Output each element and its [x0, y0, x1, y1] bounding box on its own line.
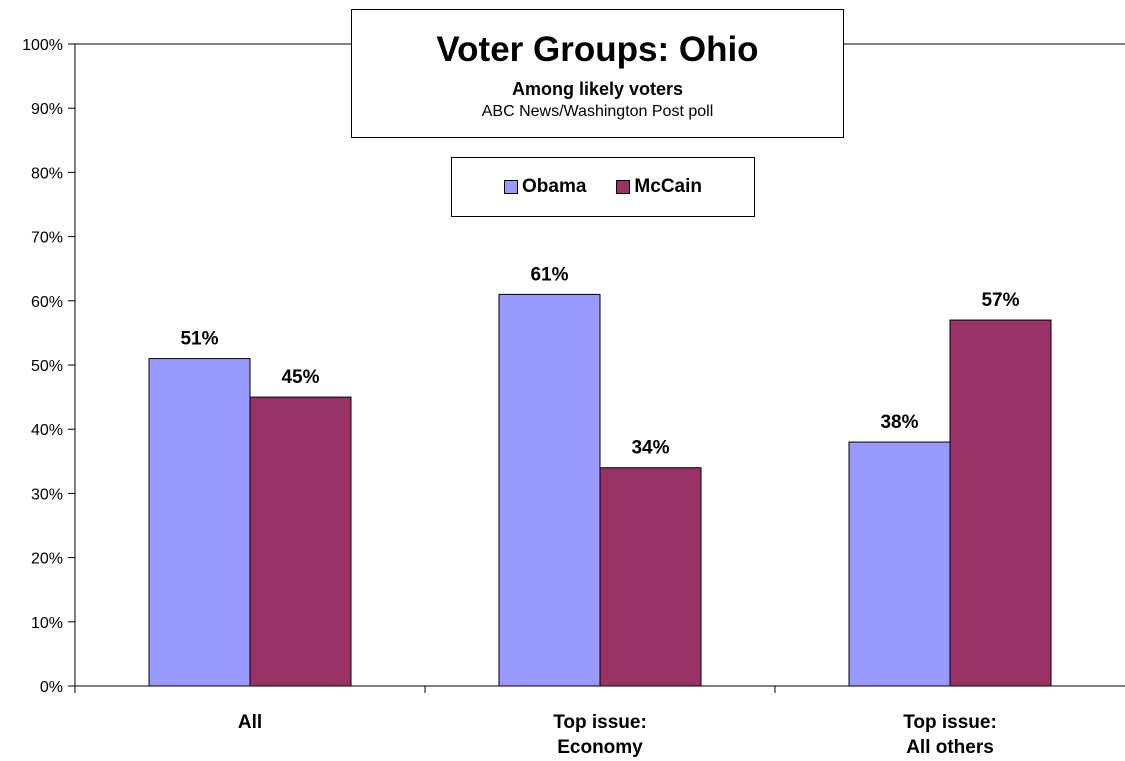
y-tick-label: 40%: [31, 422, 63, 439]
legend-swatch-mccain: [616, 180, 631, 194]
legend-item-obama: Obama: [504, 176, 586, 198]
data-label: 51%: [180, 329, 218, 350]
y-tick-label: 60%: [31, 294, 63, 311]
data-label: 45%: [281, 367, 319, 388]
y-tick-label: 20%: [31, 551, 63, 568]
chart-source: ABC News/Washington Post poll: [481, 103, 714, 120]
legend-item-mccain: McCain: [616, 176, 702, 198]
y-tick-label: 0%: [40, 679, 63, 696]
bar-mccain: [949, 319, 1052, 687]
y-tick-label: 90%: [31, 101, 63, 118]
y-tick-label: 10%: [31, 615, 63, 632]
y-tick-label: 80%: [31, 165, 63, 182]
y-tick-label: 70%: [31, 230, 63, 247]
x-category-label: Top issue:: [553, 712, 647, 733]
chart-title-box: Voter Groups: Ohio Among likely voters A…: [351, 9, 844, 138]
x-category-label: All: [238, 712, 262, 733]
x-category-label: All others: [906, 737, 994, 758]
chart-title: Voter Groups: Ohio: [436, 30, 759, 69]
y-tick-label: 30%: [31, 486, 63, 503]
legend-label-mccain: McCain: [634, 176, 702, 197]
data-label: 61%: [530, 264, 568, 285]
bar-mccain: [599, 467, 702, 687]
legend-swatch-obama: [504, 180, 518, 194]
bar-obama: [148, 358, 251, 687]
x-category-label: Top issue:: [903, 712, 997, 733]
bar-obama: [848, 441, 951, 687]
bar-mccain: [249, 396, 352, 687]
data-label: 38%: [880, 412, 918, 433]
data-label: 34%: [631, 438, 669, 459]
y-tick-label: 100%: [22, 37, 63, 54]
x-category-label: Economy: [557, 737, 643, 758]
legend-label-obama: Obama: [522, 176, 587, 197]
chart-legend: Obama McCain: [451, 157, 755, 217]
data-label: 57%: [981, 290, 1019, 311]
chart-subtitle: Among likely voters: [511, 79, 684, 99]
bar-obama: [498, 293, 601, 687]
y-tick-label: 50%: [31, 358, 63, 375]
